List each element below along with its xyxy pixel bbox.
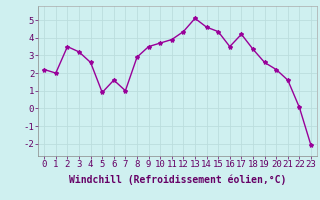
- X-axis label: Windchill (Refroidissement éolien,°C): Windchill (Refroidissement éolien,°C): [69, 175, 286, 185]
